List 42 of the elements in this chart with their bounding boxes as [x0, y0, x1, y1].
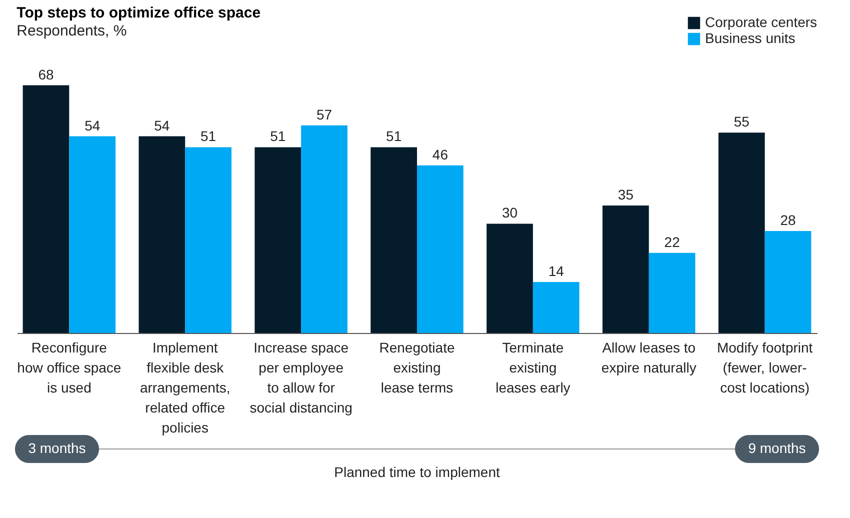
- data-label: 54: [154, 117, 170, 134]
- data-label: 14: [548, 263, 564, 279]
- bar: [301, 125, 348, 333]
- legend-label: Corporate centers: [705, 14, 818, 30]
- bar: [69, 136, 116, 333]
- data-label: 51: [386, 128, 402, 144]
- data-label: 28: [780, 212, 796, 228]
- text: Planned time to implement: [334, 464, 500, 480]
- chart-subtitle: Respondents, %: [16, 22, 127, 40]
- bar: [648, 252, 696, 333]
- data-label: 51: [270, 128, 286, 144]
- bar: [254, 147, 302, 333]
- bar: [370, 147, 417, 333]
- bar: [718, 132, 765, 333]
- text: 9 months: [748, 440, 806, 456]
- chart-title: Top steps to optimize office space: [16, 4, 261, 22]
- bar: [22, 85, 70, 333]
- x-tick-label: Reconfigure how office space is used: [17, 340, 122, 396]
- data-label: 51: [200, 128, 216, 144]
- data-label: 57: [316, 106, 332, 122]
- data-label: 35: [618, 186, 634, 202]
- bar: [417, 165, 464, 333]
- bar: [486, 224, 533, 333]
- data-label: 46: [432, 146, 448, 162]
- x-tick-label: Allow leases to expire naturally: [601, 340, 696, 376]
- text: 3 months: [28, 440, 86, 456]
- data-label: 68: [38, 66, 54, 82]
- data-label: 30: [502, 204, 518, 221]
- legend-label: Business units: [705, 30, 796, 46]
- bar: [532, 282, 580, 333]
- data-label: 55: [734, 114, 750, 130]
- x-tick-label: Renegotiate existing lease terms: [379, 340, 455, 396]
- bar: [138, 136, 186, 333]
- x-tick-label: Modify footprint (fewer, lower- cost locations): [716, 340, 813, 396]
- bar: [764, 231, 812, 333]
- bar: [185, 147, 232, 333]
- x-tick-label: Implement flexible desk arrangements, related office policies: [140, 340, 230, 436]
- x-tick-label: Terminate existing leases early: [496, 340, 570, 396]
- x-tick-label: Increase space per employee to allow for social distancing: [250, 340, 352, 416]
- data-label: 22: [664, 234, 680, 250]
- data-label: 54: [84, 117, 100, 134]
- bar: [602, 206, 649, 333]
